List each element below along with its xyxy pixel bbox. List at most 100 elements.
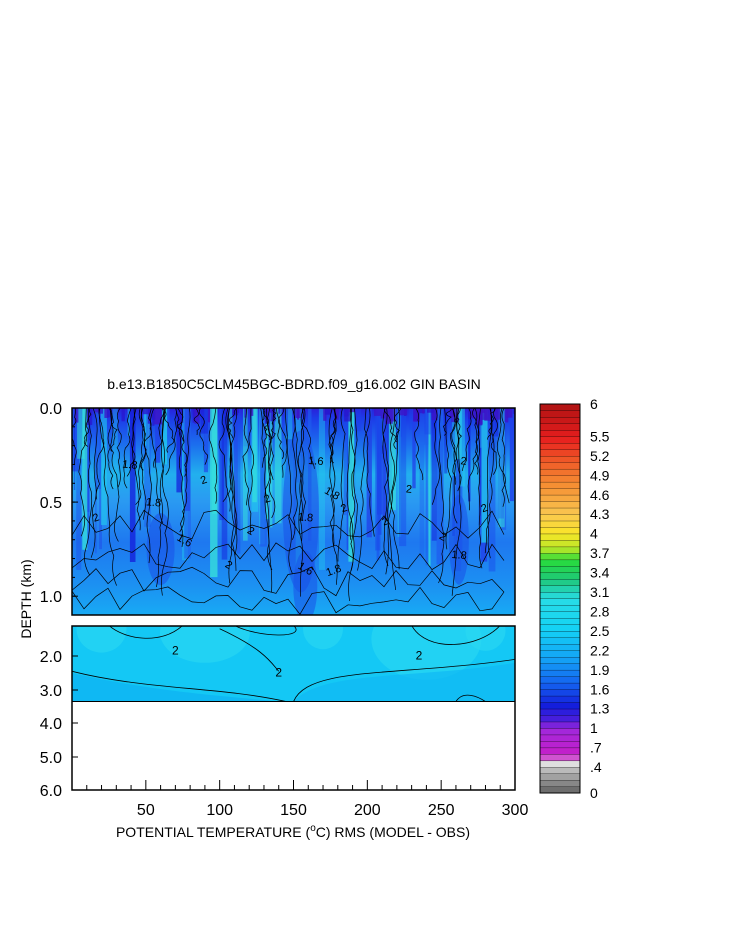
contour-line	[390, 408, 400, 570]
colorbar-swatch	[539, 442, 581, 450]
contour-line	[208, 408, 218, 504]
surface-streak	[121, 408, 125, 422]
contour-line	[135, 408, 145, 505]
colorbar-swatch	[539, 520, 581, 528]
contour-label: 2	[262, 493, 272, 506]
contour-line	[165, 408, 177, 476]
plume-streak	[478, 408, 482, 525]
colorbar-swatch	[539, 501, 581, 509]
colorbar-swatch	[539, 650, 581, 658]
plume-streak	[378, 408, 382, 535]
contour-line	[72, 509, 505, 540]
colorbar-swatch	[539, 429, 581, 437]
plume-streak	[388, 408, 396, 511]
contour-line	[496, 408, 506, 507]
surface-streak	[107, 408, 111, 418]
contour-line	[501, 408, 510, 504]
contour-label: 2	[416, 648, 423, 662]
colorbar-swatch	[539, 578, 581, 586]
contour-line	[179, 408, 191, 533]
contour-line	[78, 408, 88, 537]
plume-streak	[233, 408, 238, 528]
surface-streak	[399, 408, 408, 416]
colorbar-swatch	[539, 611, 581, 619]
plume-streak	[431, 408, 437, 541]
colorbar-label: 3.4	[590, 565, 610, 581]
x-tick-label: 50	[137, 802, 155, 819]
plume-streak	[382, 408, 387, 520]
plume-streak	[144, 408, 151, 527]
lower-panel: 2 2 2	[71, 625, 516, 791]
plume-streak	[219, 408, 224, 521]
colorbar-swatch	[539, 533, 581, 541]
colorbar-swatch	[539, 663, 581, 671]
plume-streak	[481, 408, 488, 543]
surface-streak	[422, 408, 425, 414]
surface-streak	[97, 408, 103, 414]
contour-line	[177, 408, 184, 442]
contour-line	[161, 408, 175, 453]
colorbar-swatch	[539, 572, 581, 580]
contour-line	[411, 626, 501, 645]
surface-streak	[469, 408, 478, 419]
contour-label: 2	[91, 511, 101, 524]
contour-label: 2	[245, 525, 256, 538]
contour-line	[109, 626, 183, 639]
plume-streak	[366, 408, 372, 538]
colorbar-swatch	[539, 481, 581, 489]
colorbar-label: 5.2	[590, 448, 610, 464]
plume-streak	[498, 408, 505, 528]
contour-line	[107, 408, 120, 542]
contour-line	[140, 408, 152, 564]
plume-streak	[82, 408, 88, 550]
contour-line	[301, 408, 315, 469]
plume-streak	[260, 408, 267, 547]
surface-streak	[374, 408, 382, 416]
surface-streak	[74, 408, 79, 423]
chart-title: b.e13.B1850C5CLM45BGC-BDRD.f09_g16.002 G…	[107, 376, 481, 392]
plume-streak	[127, 408, 130, 436]
contour-line	[329, 408, 337, 546]
upper-panel-frame	[71, 407, 516, 616]
surface-streak	[154, 408, 163, 425]
contour-label: 2	[460, 455, 467, 467]
contour-line	[156, 408, 166, 588]
colorbar-swatch	[539, 689, 581, 697]
contour-label: 1.6	[308, 455, 324, 468]
colorbar-label: 2.2	[590, 642, 610, 658]
contour-line	[357, 408, 371, 571]
contour-line	[364, 408, 375, 537]
contour-label: 1.8	[451, 549, 467, 562]
light-rms-patch	[76, 626, 127, 653]
contour-line	[451, 408, 462, 596]
lower-contour-labels: 2 2 2	[172, 643, 423, 679]
plume-streak	[480, 408, 482, 448]
colorbar-swatch	[539, 591, 581, 599]
lower-panel-contours	[72, 626, 515, 702]
plume-streak	[509, 408, 514, 502]
plume-streak	[397, 408, 402, 537]
plume-streak	[424, 408, 431, 435]
low-rms-pool	[146, 513, 175, 586]
contour-line	[284, 408, 293, 574]
contour-line	[451, 408, 458, 524]
contour-line	[276, 408, 288, 478]
plume-streak	[95, 408, 101, 489]
contour-line	[394, 408, 402, 443]
contour-line	[414, 408, 424, 481]
plume-streak	[285, 408, 288, 437]
contour-line	[467, 408, 478, 511]
colorbar-label: 4	[590, 526, 598, 542]
plume-streak	[498, 408, 504, 519]
plume-streak	[456, 408, 463, 550]
plume-streak	[252, 408, 257, 503]
y-tick-label: 3.0	[40, 683, 62, 700]
contour-line	[484, 408, 495, 554]
colorbar-swatch	[539, 455, 581, 463]
contour-line	[178, 408, 185, 547]
contour-label: 1.8	[122, 459, 138, 472]
colorbar-label: 4.3	[590, 506, 610, 522]
colorbar-swatch	[539, 676, 581, 684]
contour-line	[84, 408, 93, 576]
